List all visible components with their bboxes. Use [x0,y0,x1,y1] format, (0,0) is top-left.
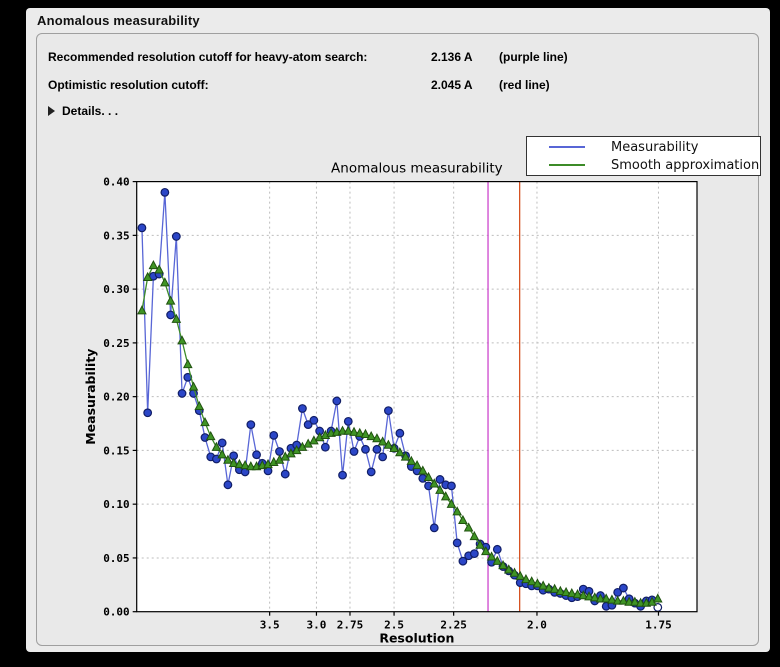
disclosure-triangle-icon [48,106,55,116]
svg-text:1.75: 1.75 [645,619,672,632]
anomalous-measurability-window: Anomalous measurability Recommended reso… [26,8,770,652]
optimistic-cutoff-value: 2.045 A [431,78,473,92]
svg-text:3.5: 3.5 [260,619,280,632]
smooth-approximation-series [137,259,663,607]
optimistic-cutoff-label: Optimistic resolution cutoff: [48,78,209,92]
recommended-cutoff-label: Recommended resolution cutoff for heavy-… [48,50,368,64]
svg-text:2.0: 2.0 [527,619,547,632]
svg-text:0.35: 0.35 [103,229,130,242]
svg-text:0.30: 0.30 [103,283,130,296]
page-title: Anomalous measurability [37,13,200,28]
x-axis-title: Resolution [379,631,454,646]
measurability-line-swatch [549,146,585,148]
svg-text:0.25: 0.25 [103,337,130,350]
legend-entry-smooth: Smooth approximation [527,157,760,173]
recommended-cutoff-value: 2.136 A [431,50,473,64]
recommended-cutoff-note: (purple line) [499,50,568,64]
optimistic-cutoff-note: (red line) [499,78,550,92]
svg-text:3.0: 3.0 [307,619,327,632]
measurability-figure: 0.00 0.05 0.10 0.15 0.20 0.25 0.30 0.35 0.40 3.5 3… [81,131,761,646]
chart-legend: Measurability Smooth approximation [526,136,761,176]
smooth-line-swatch [549,164,585,166]
svg-text:0.15: 0.15 [103,444,130,457]
svg-text:2.75: 2.75 [337,619,364,632]
svg-text:0.20: 0.20 [103,391,130,404]
svg-text:0.10: 0.10 [103,498,130,511]
results-panel: Recommended resolution cutoff for heavy-… [36,33,761,646]
svg-text:0.05: 0.05 [103,552,130,565]
svg-text:0.00: 0.00 [103,606,130,619]
chart-grid [136,181,697,612]
svg-text:0.40: 0.40 [103,176,130,189]
axis-ticks-and-labels: 0.00 0.05 0.10 0.15 0.20 0.25 0.30 0.35 0.40 3.5 3… [103,176,672,632]
details-label: Details. . . [62,104,119,118]
measurability-chart: 0.00 0.05 0.10 0.15 0.20 0.25 0.30 0.35 0.40 3.5 3… [83,161,698,646]
chart-title: Anomalous measurability [331,161,503,177]
svg-text:2.25: 2.25 [440,619,467,632]
y-axis-title: Measurability [83,349,98,445]
legend-entry-measurability: Measurability [527,139,760,155]
legend-label-measurability: Measurability [611,139,699,155]
legend-label-smooth: Smooth approximation [611,157,760,173]
svg-text:2.5: 2.5 [384,619,404,632]
